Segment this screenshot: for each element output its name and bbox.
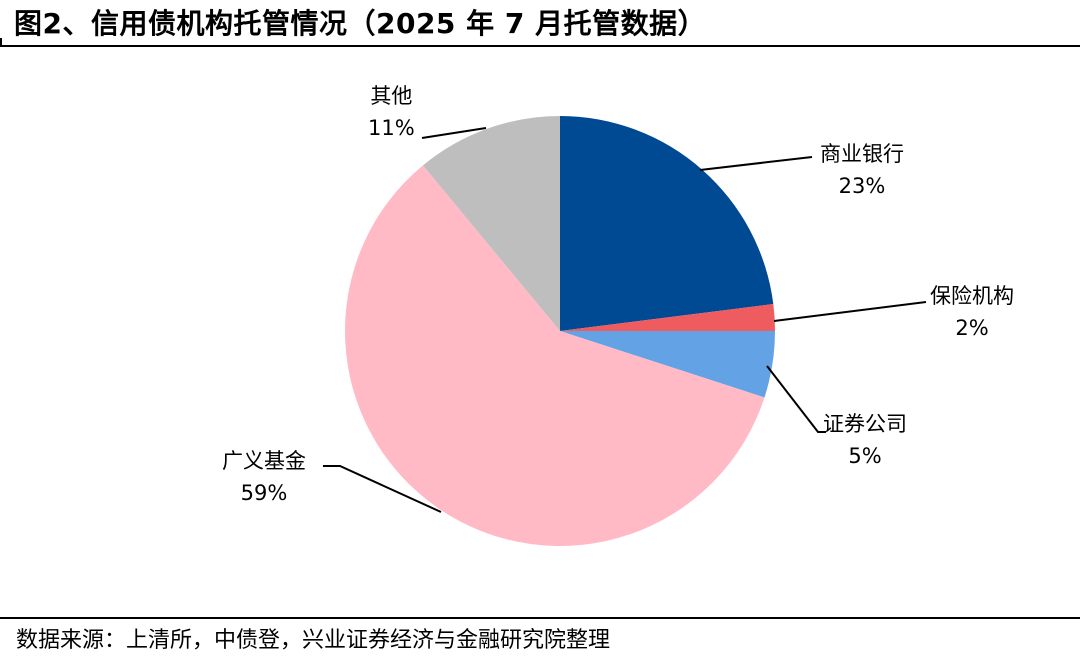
pie-slice-commercial-bank [560,116,774,331]
slice-label: 广义基金 [222,449,306,473]
leader-line-broad-funds [323,465,442,513]
leader-line-other [421,127,487,139]
slice-label: 保险机构 [930,284,1014,308]
pie-slice-securities [560,331,775,398]
slice-label: 证券公司 [823,412,907,436]
slice-label: 其他 [370,84,413,108]
label-securities: 证券公司 5% [823,408,907,472]
slice-value: 23% [838,174,886,198]
label-insurance: 保险机构 2% [930,280,1014,344]
title-rule [0,45,1080,47]
pie-slice-other [422,116,560,331]
slice-value: 59% [240,481,288,505]
footer-rule [0,617,1080,619]
slice-label: 商业银行 [820,142,904,166]
slice-value: 11% [368,116,415,140]
chart-title: 图2、信用债机构托管情况（2025 年 7 月托管数据） [14,7,707,40]
leader-line-securities [766,365,826,433]
leader-line-commercial-bank [699,156,813,171]
label-other: 其他 11% [368,80,415,144]
leader-line-insurance [773,301,927,322]
pie-slice-insurance [560,304,775,331]
title-rule-tick [0,38,2,47]
label-commercial-bank: 商业银行 23% [820,138,904,202]
label-broad-funds: 广义基金 59% [222,445,306,509]
pie-slice-broad-funds [345,165,765,546]
source-note: 数据来源：上清所，中债登，兴业证券经济与金融研究院整理 [16,628,611,653]
slice-value: 2% [955,316,989,340]
slice-value: 5% [848,444,882,468]
